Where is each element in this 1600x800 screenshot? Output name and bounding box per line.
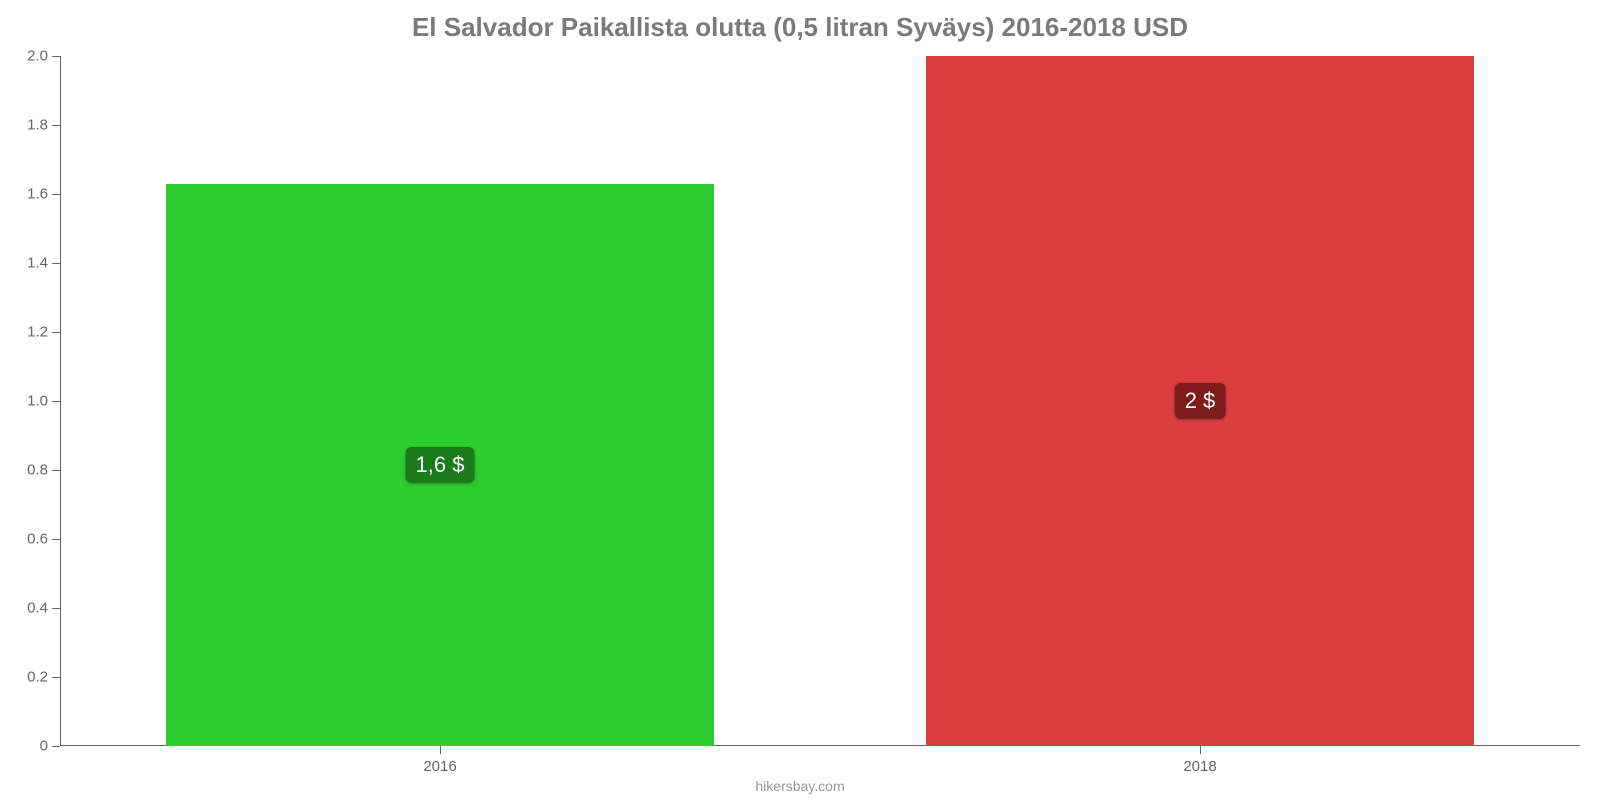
y-tick-label: 0 [40,738,48,755]
bar-value-label: 1,6 $ [406,447,475,483]
y-tick [52,194,60,195]
y-tick [52,125,60,126]
y-tick-label: 1.0 [27,393,48,410]
y-tick [52,56,60,57]
y-tick-label: 0.2 [27,669,48,686]
x-tick [1200,746,1201,754]
y-tick [52,332,60,333]
y-tick [52,401,60,402]
plot-area: 00.20.40.60.81.01.21.41.61.82.020161,6 $… [60,56,1580,746]
x-tick-label: 2016 [423,758,456,775]
y-tick-label: 1.4 [27,255,48,272]
chart-title: El Salvador Paikallista olutta (0,5 litr… [0,12,1600,43]
y-tick-label: 0.4 [27,600,48,617]
x-tick-label: 2018 [1183,758,1216,775]
x-tick [440,746,441,754]
y-tick-label: 0.8 [27,462,48,479]
y-tick [52,608,60,609]
bar-value-label: 2 $ [1175,383,1226,419]
y-tick [52,677,60,678]
y-tick [52,746,60,747]
chart-caption: hikersbay.com [0,778,1600,794]
y-tick-label: 1.2 [27,324,48,341]
y-tick [52,263,60,264]
y-tick-label: 0.6 [27,531,48,548]
bar-chart: El Salvador Paikallista olutta (0,5 litr… [0,0,1600,800]
y-tick-label: 2.0 [27,48,48,65]
y-axis-line [60,56,61,746]
y-tick [52,539,60,540]
y-tick-label: 1.8 [27,117,48,134]
y-tick [52,470,60,471]
y-tick-label: 1.6 [27,186,48,203]
